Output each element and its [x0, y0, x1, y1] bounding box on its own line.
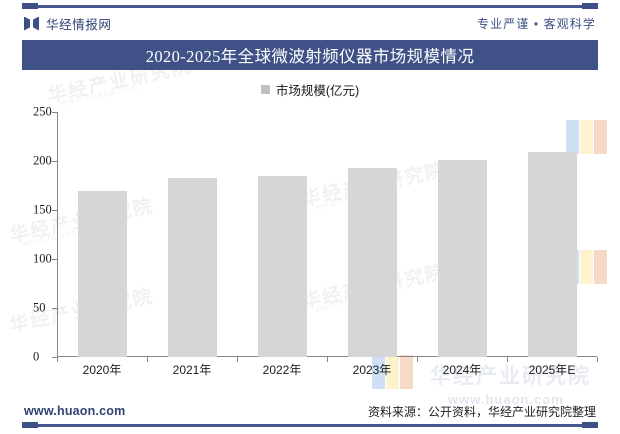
- bar-cell: [57, 112, 147, 357]
- bottom-accent-cap-right: [582, 422, 598, 428]
- x-axis-label: 2023年: [352, 363, 392, 377]
- brand-label: 华经情报网: [46, 18, 112, 32]
- bar[interactable]: [437, 160, 487, 357]
- x-axis-tick: [57, 357, 58, 362]
- y-axis-tick-label: 100: [33, 251, 52, 266]
- bottom-accent-rule: [22, 424, 598, 427]
- legend-swatch-icon: [260, 85, 270, 94]
- bar-cell: [507, 112, 597, 357]
- x-axis-tick: [327, 357, 328, 362]
- bowtie-logo-icon: [24, 16, 39, 31]
- footer-website-link[interactable]: www.huaon.com: [24, 404, 126, 418]
- plot-area: 0 50 100 150 200 250: [33, 105, 598, 364]
- x-axis-label-group: 2020年 2021年 2022年 2023年 2024年 2025年E: [57, 361, 597, 378]
- bar-cell: [237, 112, 327, 357]
- y-axis-tick-label: 0: [33, 349, 40, 364]
- bar[interactable]: [347, 167, 397, 357]
- footer-source-note: 资料来源：公开资料，华经产业研究院整理: [367, 404, 596, 419]
- y-axis-tick-label: 50: [33, 300, 46, 315]
- y-axis-tick: [52, 308, 57, 309]
- top-accent-cap-left: [22, 3, 38, 9]
- y-axis-tick: [52, 357, 57, 358]
- x-axis-tick: [597, 357, 598, 362]
- page-title: 2020-2025年全球微波射频仪器市场规模情况: [145, 47, 475, 66]
- y-axis-tick-label: 250: [33, 104, 52, 119]
- x-axis-label: 2024年: [442, 363, 482, 377]
- x-axis-tick: [417, 357, 418, 362]
- chart-container: 市场规模(亿元) 0 50 100 150 200 250 2020年 2021年 2022年…: [0, 70, 620, 392]
- x-axis-label: 2021年: [172, 363, 212, 377]
- bottom-accent-cap-left: [22, 422, 38, 428]
- page-header: 华经情报网 专业严谨 • 客观科学: [0, 9, 620, 38]
- y-axis-tick: [52, 112, 57, 113]
- x-axis-tick: [237, 357, 238, 362]
- legend-label: 市场规模(亿元): [275, 84, 360, 98]
- bar-cell: [417, 112, 507, 357]
- y-axis-tick-label: 150: [33, 202, 52, 217]
- bar[interactable]: [527, 152, 577, 357]
- bar-cell: [147, 112, 237, 357]
- top-accent-cap-right: [582, 3, 598, 9]
- header-slogan: 专业严谨 • 客观科学: [477, 17, 596, 31]
- page-footer: www.huaon.com 资料来源：公开资料，华经产业研究院整理: [0, 398, 620, 424]
- bar[interactable]: [257, 175, 307, 357]
- x-axis-label: 2020年: [82, 363, 122, 377]
- x-axis-tick: [507, 357, 508, 362]
- y-axis-tick-label: 200: [33, 153, 52, 168]
- y-axis-tick: [52, 210, 57, 211]
- bar[interactable]: [167, 177, 217, 357]
- x-axis: [57, 356, 597, 357]
- bar-cell: [327, 112, 417, 357]
- x-axis-tick: [147, 357, 148, 362]
- chart-title-band: 2020-2025年全球微波射频仪器市场规模情况: [22, 40, 598, 70]
- brand[interactable]: 华经情报网: [24, 14, 112, 33]
- y-axis-tick: [52, 259, 57, 260]
- x-axis-label: 2025年E: [528, 363, 576, 377]
- bar[interactable]: [77, 191, 127, 357]
- y-axis-tick: [52, 161, 57, 162]
- y-axis: [57, 112, 58, 357]
- chart-legend: 市场规模(亿元): [0, 80, 620, 99]
- top-accent-rule: [22, 5, 598, 8]
- bar-group: [57, 112, 597, 357]
- x-axis-label: 2022年: [262, 363, 302, 377]
